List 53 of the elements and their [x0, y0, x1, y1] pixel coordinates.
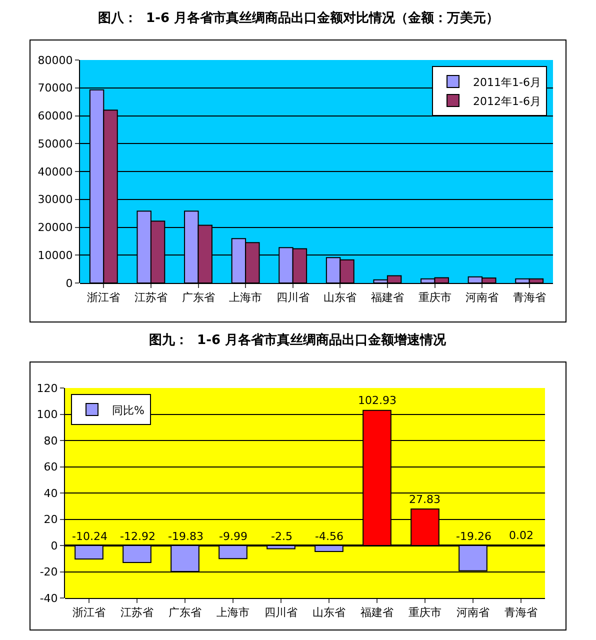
x-tick-label: 四川省: [276, 291, 310, 304]
y-tick-label: 60000: [38, 110, 73, 123]
y-tick-label: -20: [40, 566, 58, 579]
x-tick-label: 河南省: [466, 291, 499, 304]
y-tick-label: 0: [66, 276, 73, 290]
y-tick-label: 100: [36, 408, 58, 422]
y-tick-label: 0: [50, 539, 58, 552]
x-tick-label: 重庆市: [418, 291, 452, 304]
x-tick-label: 浙江省: [87, 291, 120, 304]
y-tick-label: 50000: [38, 137, 73, 150]
y-tick-label: 20000: [38, 221, 73, 234]
data-label: -19.83: [168, 530, 204, 543]
chart-title: 图九： 1-6 月各省市真丝绸商品出口金额增速情况: [149, 332, 448, 348]
x-tick-label: 广东省: [168, 606, 202, 620]
y-tick-label: 70000: [38, 82, 73, 95]
y-tick-label: 80: [44, 434, 58, 448]
y-tick-label: 20: [44, 513, 58, 526]
x-tick-label: 重庆市: [408, 606, 442, 620]
y-tick-label: 60: [44, 460, 58, 474]
data-label: -2.5: [271, 530, 292, 543]
data-label: 102.93: [358, 394, 396, 407]
legend-label: 同比%: [112, 404, 144, 417]
data-label: -9.99: [219, 530, 248, 543]
y-tick-label: 40: [44, 486, 58, 500]
y-tick-label: -40: [40, 592, 58, 605]
chart-title: 图八： 1-6 月各省市真丝绸商品出口金额对比情况（金额：万美元）: [98, 10, 500, 26]
data-label: 27.83: [409, 493, 440, 506]
data-label: 0.02: [509, 529, 534, 542]
legend-label: 2011年1-6月: [473, 76, 541, 89]
x-tick-label: 江苏省: [120, 606, 154, 620]
x-tick-label: 江苏省: [134, 291, 168, 304]
y-tick-label: 30000: [38, 193, 73, 206]
y-tick-label: 40000: [38, 165, 73, 178]
x-tick-label: 山东省: [324, 291, 357, 304]
x-tick-label: 青海省: [504, 606, 538, 620]
x-tick-label: 浙江省: [72, 606, 106, 620]
x-tick-label: 福建省: [370, 291, 404, 304]
x-tick-label: 上海市: [229, 291, 262, 304]
x-tick-label: 四川省: [264, 606, 298, 620]
data-label: -12.92: [120, 530, 156, 543]
data-label: -4.56: [315, 530, 344, 543]
y-tick-label: 10000: [38, 248, 73, 262]
y-tick-label: 120: [36, 382, 58, 395]
y-tick-label: 80000: [38, 54, 73, 67]
x-tick-label: 青海省: [512, 291, 546, 304]
x-tick-label: 福建省: [360, 606, 394, 620]
data-label: -10.24: [72, 530, 108, 543]
data-label: -19.26: [456, 530, 492, 543]
x-tick-label: 河南省: [456, 606, 490, 620]
x-tick-label: 山东省: [312, 606, 346, 620]
legend-label: 2012年1-6月: [473, 94, 541, 108]
x-tick-label: 广东省: [182, 291, 215, 304]
x-tick-label: 上海市: [216, 606, 250, 620]
